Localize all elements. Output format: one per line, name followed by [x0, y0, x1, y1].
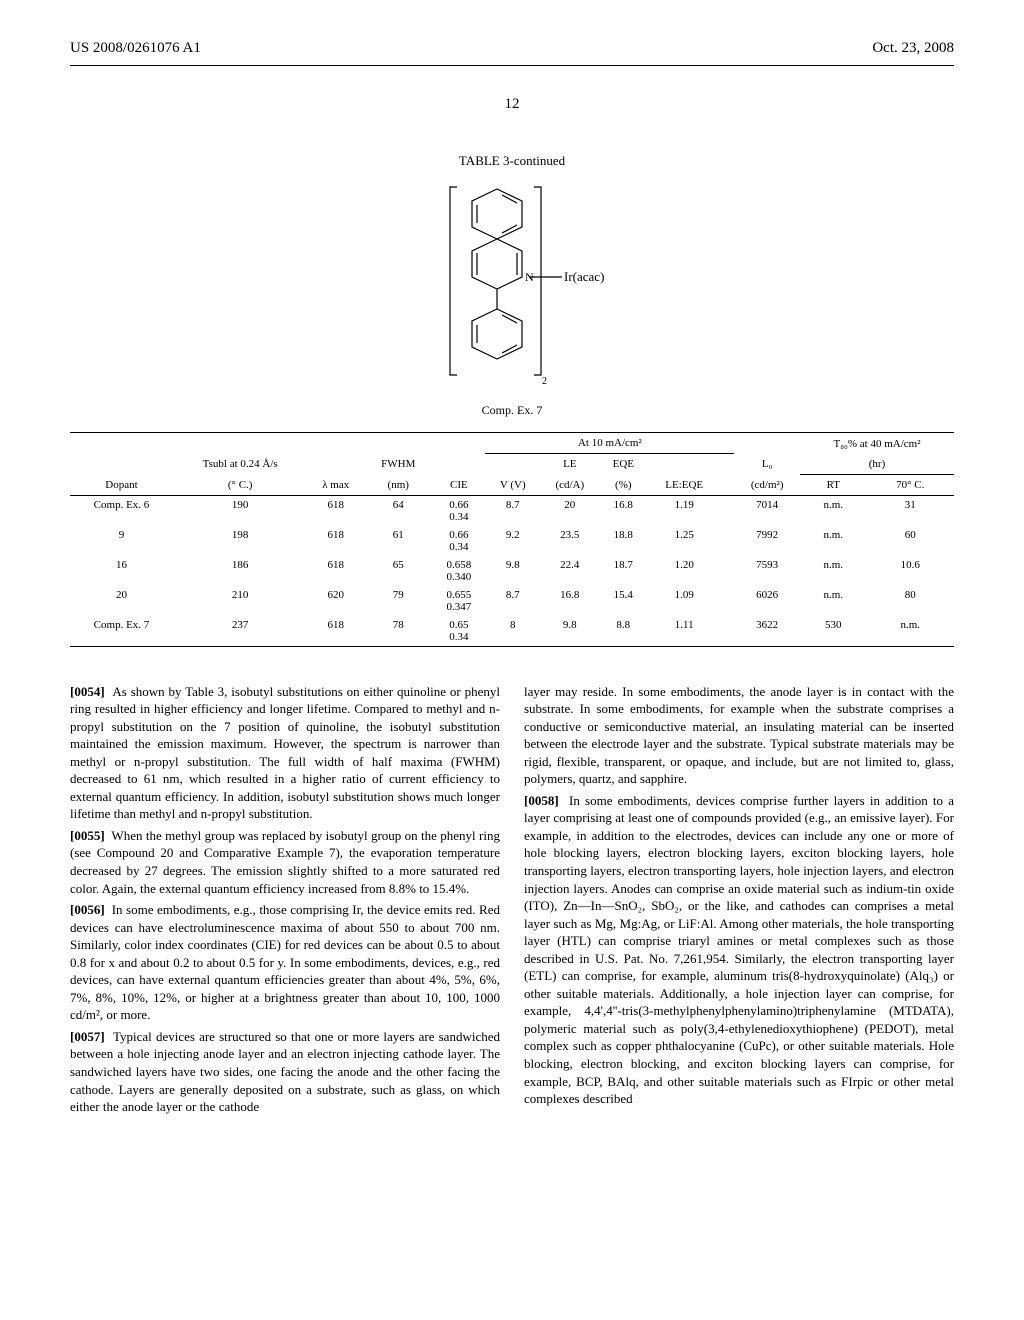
hdr-cie: CIE [432, 474, 485, 495]
body-columns: [0054] As shown by Table 3, isobutyl sub… [70, 683, 954, 1120]
paragraph-text: In some embodiments, devices comprise fu… [524, 793, 954, 1106]
header-rule [70, 65, 954, 66]
group-header-at10: At 10 mA/cm² [485, 433, 734, 454]
hdr-leeqe: LE:EQE [647, 474, 721, 495]
ir-label: Ir(acac) [564, 269, 604, 284]
hdr-tsubl: Tsubl at 0.24 Å/s [173, 454, 307, 475]
paragraph: [0056] In some embodiments, e.g., those … [70, 901, 500, 1024]
paragraph-number: [0057] [70, 1029, 113, 1044]
ligand-count: 2 [542, 376, 547, 387]
paragraph-number: [0055] [70, 828, 111, 843]
left-column: [0054] As shown by Table 3, isobutyl sub… [70, 683, 500, 1120]
hdr-pct: (%) [600, 474, 648, 495]
hdr-cdm2: (cd/m²) [734, 474, 800, 495]
table-row: Comp. Ex. 6190618640.660.348.72016.81.19… [70, 495, 954, 526]
paragraph-number: [0056] [70, 902, 112, 917]
paragraph: layer may reside. In some embodiments, t… [524, 683, 954, 788]
paragraph-text: layer may reside. In some embodiments, t… [524, 684, 954, 787]
paragraph: [0057] Typical devices are structured so… [70, 1028, 500, 1116]
hdr-eqe: EQE [600, 454, 648, 475]
table-title: TABLE 3-continued [70, 153, 954, 169]
hdr-cda: (cd/A) [540, 474, 599, 495]
paragraph-text: As shown by Table 3, isobutyl substituti… [70, 684, 500, 822]
hdr-nm: (nm) [364, 474, 432, 495]
table-row: 20210620790.6550.3478.716.815.41.096026n… [70, 586, 954, 616]
hdr-vv: V (V) [485, 474, 540, 495]
table-row: 9198618610.660.349.223.518.81.257992n.m.… [70, 526, 954, 556]
right-column: layer may reside. In some embodiments, t… [524, 683, 954, 1120]
header-right: Oct. 23, 2008 [872, 40, 954, 57]
paragraph: [0055] When the methyl group was replace… [70, 827, 500, 897]
hdr-le: LE [540, 454, 599, 475]
header-left: US 2008/0261076 A1 [70, 40, 201, 57]
data-table: At 10 mA/cm² T₈₀% at 40 mA/cm² Tsubl at … [70, 432, 954, 647]
hdr-l0: L₀ [734, 454, 800, 475]
hdr-c70: 70° C. [866, 474, 954, 495]
hdr-hr: (hr) [800, 454, 954, 475]
paragraph: [0054] As shown by Table 3, isobutyl sub… [70, 683, 500, 823]
page-number: 12 [70, 96, 954, 113]
paragraph-text: In some embodiments, e.g., those compris… [70, 902, 500, 1022]
paragraph-text: Typical devices are structured so that o… [70, 1029, 500, 1114]
group-header-t80: T₈₀% at 40 mA/cm² [800, 433, 954, 454]
figure-caption: Comp. Ex. 7 [70, 403, 954, 418]
molecule-svg: N Ir(acac) 2 [402, 179, 622, 389]
page-header: US 2008/0261076 A1 Oct. 23, 2008 [70, 40, 954, 57]
hdr-dopant: Dopant [70, 474, 173, 495]
hdr-fwhm: FWHM [364, 454, 432, 475]
paragraph-number: [0054] [70, 684, 112, 699]
hdr-c: (° C.) [173, 474, 307, 495]
paragraph-text: When the methyl group was replaced by is… [70, 828, 500, 896]
table-row: Comp. Ex. 7237618780.650.3489.88.81.1136… [70, 616, 954, 647]
hdr-lmax: λ max [307, 474, 364, 495]
table-row: 16186618650.6580.3409.822.418.71.207593n… [70, 556, 954, 586]
paragraph: [0058] In some embodiments, devices comp… [524, 792, 954, 1108]
hdr-rt: RT [800, 474, 866, 495]
paragraph-number: [0058] [524, 793, 569, 808]
chemical-structure-figure: N Ir(acac) 2 [70, 179, 954, 393]
